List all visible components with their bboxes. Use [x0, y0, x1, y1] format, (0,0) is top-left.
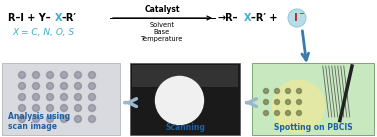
Circle shape	[18, 115, 26, 122]
Circle shape	[89, 115, 95, 122]
Text: X: X	[55, 13, 63, 23]
Circle shape	[75, 105, 81, 112]
Circle shape	[296, 111, 302, 115]
Text: I: I	[294, 13, 298, 23]
Text: R–I + Y–: R–I + Y–	[8, 13, 51, 23]
Circle shape	[296, 99, 302, 105]
Circle shape	[89, 93, 95, 101]
Circle shape	[264, 89, 268, 93]
Circle shape	[89, 105, 95, 112]
Circle shape	[274, 111, 279, 115]
Circle shape	[32, 105, 40, 112]
Bar	[132, 65, 238, 87]
Bar	[130, 63, 240, 135]
Text: Base: Base	[154, 29, 170, 35]
Circle shape	[18, 93, 26, 101]
Circle shape	[274, 99, 279, 105]
Circle shape	[272, 80, 324, 132]
Text: –R′: –R′	[62, 13, 77, 23]
Circle shape	[60, 82, 67, 89]
Circle shape	[46, 115, 54, 122]
Text: X = C, N, O, S: X = C, N, O, S	[12, 28, 74, 38]
Circle shape	[75, 93, 81, 101]
Circle shape	[18, 82, 26, 89]
Text: Temperature: Temperature	[141, 36, 183, 42]
Circle shape	[32, 115, 40, 122]
Circle shape	[264, 111, 268, 115]
Circle shape	[274, 89, 279, 93]
Circle shape	[18, 72, 26, 79]
Text: X: X	[244, 13, 251, 23]
Text: Analysis using
scan image: Analysis using scan image	[8, 112, 70, 131]
Circle shape	[288, 9, 306, 27]
Circle shape	[285, 111, 291, 115]
Circle shape	[60, 72, 67, 79]
Text: Spotting on PBCIS: Spotting on PBCIS	[274, 123, 352, 132]
Circle shape	[89, 72, 95, 79]
Circle shape	[46, 105, 54, 112]
Circle shape	[75, 82, 81, 89]
Bar	[2, 63, 120, 135]
Circle shape	[60, 115, 67, 122]
Circle shape	[32, 82, 40, 89]
Circle shape	[296, 89, 302, 93]
Circle shape	[46, 72, 54, 79]
Circle shape	[285, 99, 291, 105]
Circle shape	[18, 105, 26, 112]
Circle shape	[32, 93, 40, 101]
Text: Solvent: Solvent	[150, 22, 175, 28]
Circle shape	[155, 76, 204, 124]
Circle shape	[46, 93, 54, 101]
Text: Catalyst: Catalyst	[144, 5, 180, 15]
Circle shape	[285, 89, 291, 93]
Circle shape	[46, 82, 54, 89]
Circle shape	[89, 82, 95, 89]
Text: –R′ +: –R′ +	[251, 13, 281, 23]
Circle shape	[75, 115, 81, 122]
Text: Scanning: Scanning	[165, 123, 205, 132]
Text: →R–: →R–	[217, 13, 238, 23]
Text: −: −	[298, 11, 304, 17]
Circle shape	[32, 72, 40, 79]
Circle shape	[264, 99, 268, 105]
Circle shape	[60, 105, 67, 112]
Bar	[252, 63, 374, 135]
Circle shape	[60, 93, 67, 101]
Circle shape	[75, 72, 81, 79]
